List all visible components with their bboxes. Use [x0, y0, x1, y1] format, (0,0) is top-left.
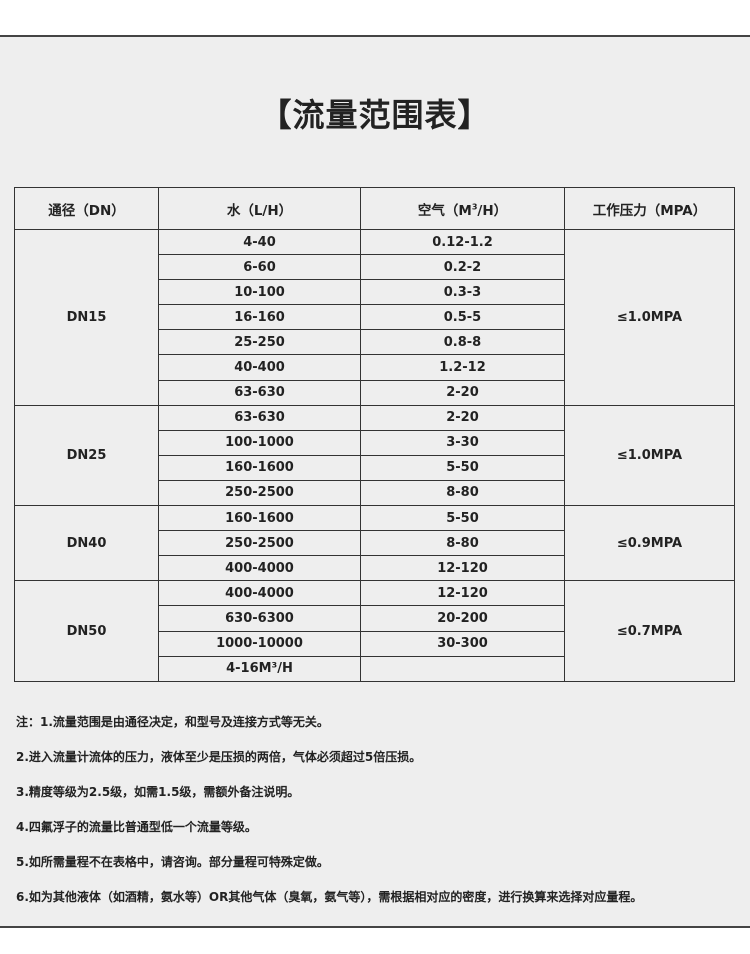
- air-range-cell: 0.3-3: [360, 279, 565, 306]
- table-row: 16-160 0.5-5: [15, 304, 735, 331]
- note-item: 4.四氟浮子的流量比普通型低一个流量等级。: [16, 820, 257, 834]
- table-header-row: 通径（DN） 水（L/H） 空气（M3/H） 工作压力（MPA）: [14, 187, 735, 230]
- air-range-cell: 8-80: [360, 479, 565, 507]
- water-range-cell: 4-40: [158, 228, 361, 256]
- table-row: 40-400 1.2-12: [15, 354, 735, 381]
- table-row: 25-250 0.8-8: [15, 329, 735, 356]
- water-range-cell: 10-100: [158, 279, 361, 306]
- table-row: DN50 400-4000 12-120 ≤0.7MPA: [14, 580, 735, 682]
- page-title: 【流量范围表】: [259, 96, 491, 134]
- table-row: 100-1000 3-30: [15, 429, 735, 456]
- air-range-cell: 2-20: [360, 404, 565, 431]
- air-range-cell: 5-50: [360, 454, 565, 481]
- header-water: 水（L/H）: [158, 187, 361, 230]
- note-item: 2.进入流量计流体的压力，液体至少是压损的两倍，气体必须超过5倍压损。: [16, 750, 422, 764]
- header-air-sup: 3: [471, 202, 478, 211]
- table-row: DN25 63-630 2-20 ≤1.0MPA: [14, 404, 735, 507]
- table-row: 10-100 0.3-3: [15, 279, 735, 306]
- header-pressure: 工作压力（MPA）: [564, 187, 735, 230]
- dn-cell: DN40: [14, 505, 159, 582]
- table-row: 6-60 0.2-2: [15, 254, 735, 281]
- air-range-cell: 0.5-5: [360, 304, 565, 331]
- water-range-cell: 160-1600: [158, 505, 361, 532]
- air-range-cell: 0.8-8: [360, 329, 565, 356]
- table-row: 250-2500 8-80: [15, 479, 735, 507]
- air-range-cell: 3-30: [360, 429, 565, 456]
- pressure-cell: ≤1.0MPA: [564, 229, 735, 406]
- air-range-cell: 30-300: [360, 630, 565, 657]
- table-row: 4-16M³/H: [15, 655, 735, 682]
- notes: 注：1.流量范围是由通径决定，和型号及连接方式等无关。 2.进入流量计流体的压力，…: [16, 713, 642, 923]
- header-dn: 通径（DN）: [14, 187, 159, 230]
- air-range-cell: 0.2-2: [360, 254, 565, 281]
- table-row: 63-630 2-20: [15, 379, 735, 406]
- water-range-cell: 400-4000: [158, 555, 361, 582]
- air-range-cell: 8-80: [360, 530, 565, 557]
- note-item: 5.如所需量程不在表格中，请咨询。部分量程可特殊定做。: [16, 855, 329, 869]
- table-row: 160-1600 5-50: [15, 454, 735, 481]
- flow-range-table: 通径（DN） 水（L/H） 空气（M3/H） 工作压力（MPA） DN15 4-4…: [14, 187, 735, 682]
- water-range-cell: 250-2500: [158, 530, 361, 557]
- water-range-cell: 1000-10000: [158, 630, 361, 657]
- water-range-cell: 63-630: [158, 404, 361, 431]
- note-item: 3.精度等级为2.5级，如需1.5级，需额外备注说明。: [16, 785, 300, 799]
- water-range-cell: 630-6300: [158, 605, 361, 632]
- dn-cell: DN15: [14, 229, 159, 406]
- header-air-text: 空气（M: [417, 202, 472, 219]
- water-range-cell: 4-16M³/H: [158, 655, 361, 682]
- air-range-cell: 2-20: [360, 379, 565, 406]
- water-range-cell: 63-630: [158, 379, 361, 406]
- pressure-cell: ≤0.7MPA: [564, 580, 735, 682]
- header-air-unit: /H）: [477, 202, 508, 219]
- dn-cell: DN50: [14, 580, 159, 682]
- air-range-cell: 0.12-1.2: [360, 228, 565, 256]
- water-range-cell: 160-1600: [158, 454, 361, 481]
- air-range-cell: 1.2-12: [360, 354, 565, 381]
- air-range-cell: 20-200: [360, 605, 565, 632]
- air-range-cell: [360, 655, 565, 682]
- water-range-cell: 40-400: [158, 354, 361, 381]
- note-item: 注：1.流量范围是由通径决定，和型号及连接方式等无关。: [16, 715, 329, 729]
- air-range-cell: 5-50: [360, 505, 565, 532]
- water-range-cell: 25-250: [158, 329, 361, 356]
- water-range-cell: 16-160: [158, 304, 361, 331]
- table-row: 250-2500 8-80: [15, 530, 735, 557]
- pressure-cell: ≤0.9MPA: [564, 505, 735, 582]
- air-range-cell: 12-120: [360, 580, 565, 607]
- header-air: 空气（M3/H）: [360, 187, 565, 230]
- water-range-cell: 100-1000: [158, 429, 361, 456]
- pressure-cell: ≤1.0MPA: [564, 404, 735, 507]
- air-range-cell: 12-120: [360, 555, 565, 582]
- water-range-cell: 400-4000: [158, 580, 361, 607]
- water-range-cell: 6-60: [158, 254, 361, 281]
- table-row: DN40 160-1600 5-50 ≤0.9MPA: [14, 505, 735, 582]
- water-range-cell: 250-2500: [158, 479, 361, 507]
- note-item: 6.如为其他液体（如酒精，氨水等）OR其他气体（臭氧，氨气等），需根据相对应的密…: [16, 890, 643, 904]
- dn-cell: DN25: [14, 404, 159, 507]
- table-row: 1000-10000 30-300: [15, 630, 735, 657]
- table-row: 400-4000 12-120: [15, 555, 735, 582]
- table-row: 630-6300 20-200: [15, 605, 735, 632]
- table-row: DN15 4-40 0.12-1.2 ≤1.0MPA: [14, 228, 735, 406]
